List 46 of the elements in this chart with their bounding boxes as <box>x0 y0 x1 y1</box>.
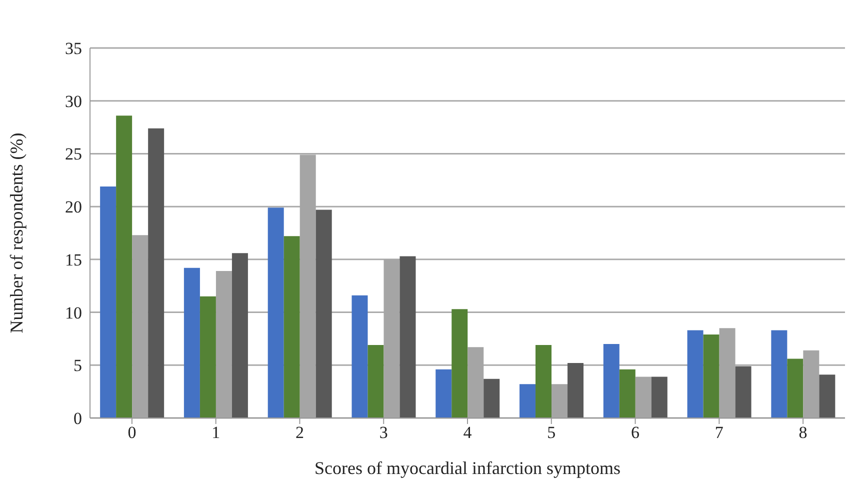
bar <box>200 296 216 418</box>
bar <box>819 374 836 418</box>
x-tick-label: 5 <box>547 423 556 442</box>
bar <box>184 268 200 418</box>
bar <box>651 376 668 418</box>
x-tick-label: 7 <box>714 423 724 442</box>
bar <box>603 344 620 418</box>
bar <box>619 369 636 418</box>
x-tick-label: 8 <box>798 423 808 442</box>
x-tick-label: 0 <box>128 423 136 442</box>
bar <box>232 253 248 418</box>
bar <box>787 358 804 418</box>
bar <box>703 334 720 418</box>
bar <box>452 309 468 418</box>
bar <box>100 186 116 418</box>
x-axis-title: Scores of myocardial infarction symptoms <box>314 458 620 478</box>
bar <box>520 384 536 418</box>
bar <box>284 236 300 418</box>
bar <box>771 330 788 418</box>
x-tick-label: 1 <box>212 423 220 442</box>
y-tick-label: 5 <box>74 356 82 376</box>
bar <box>735 366 752 418</box>
bar <box>568 363 584 418</box>
y-tick-label: 20 <box>65 198 82 217</box>
bar <box>536 345 552 418</box>
y-axis-title: Number of respondents (%) <box>6 132 26 334</box>
x-tick-label: 4 <box>463 423 472 442</box>
bar <box>352 295 368 418</box>
bar <box>368 345 384 418</box>
x-tick-label: 3 <box>379 423 388 442</box>
y-tick-label: 25 <box>65 144 82 164</box>
x-tick-label: 6 <box>631 423 640 442</box>
y-tick-label: 30 <box>65 92 82 111</box>
y-tick-label: 35 <box>65 39 82 58</box>
bar <box>400 256 416 418</box>
bar <box>687 330 704 418</box>
y-tick-label: 0 <box>74 409 82 428</box>
bar <box>484 378 500 418</box>
bar <box>116 116 132 418</box>
x-tick-label: 2 <box>295 423 304 442</box>
bar <box>268 208 284 418</box>
y-tick-label: 15 <box>65 250 82 270</box>
y-tick-label: 10 <box>65 303 82 322</box>
bar <box>148 128 164 418</box>
bar <box>436 369 452 418</box>
bar <box>316 210 332 418</box>
